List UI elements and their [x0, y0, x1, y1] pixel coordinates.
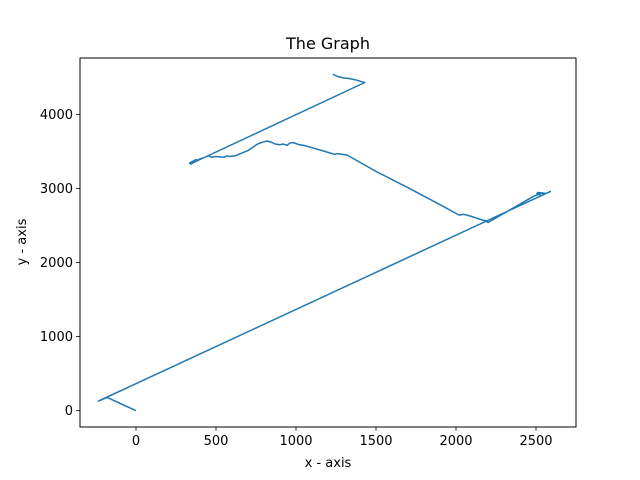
plot-frame [79, 57, 577, 428]
x-axis-ticks: 0 500 1000 1500 2000 2500 [132, 427, 553, 449]
x-tick-label: 2000 [439, 434, 472, 449]
x-tick-label: 1000 [279, 434, 312, 449]
y-tick-label: 2000 [40, 256, 73, 271]
plot-content [97, 73, 552, 412]
chart-title: The Graph [285, 34, 370, 53]
plot-area [80, 58, 576, 427]
y-tick-label: 0 [65, 404, 73, 419]
x-tick-label: 1500 [359, 434, 392, 449]
y-tick-label: 3000 [40, 182, 73, 197]
y-tick-label: 1000 [40, 330, 73, 345]
x-tick-label: 2500 [519, 434, 552, 449]
y-axis-label: y - axis [15, 218, 30, 265]
x-tick-label: 0 [132, 434, 140, 449]
y-tick-label: 4000 [40, 108, 73, 123]
y-axis-ticks: 0 1000 2000 3000 4000 [40, 108, 80, 419]
x-axis-label: x - axis [305, 456, 352, 471]
x-tick-label: 500 [204, 434, 229, 449]
series-line-0 [97, 73, 552, 412]
